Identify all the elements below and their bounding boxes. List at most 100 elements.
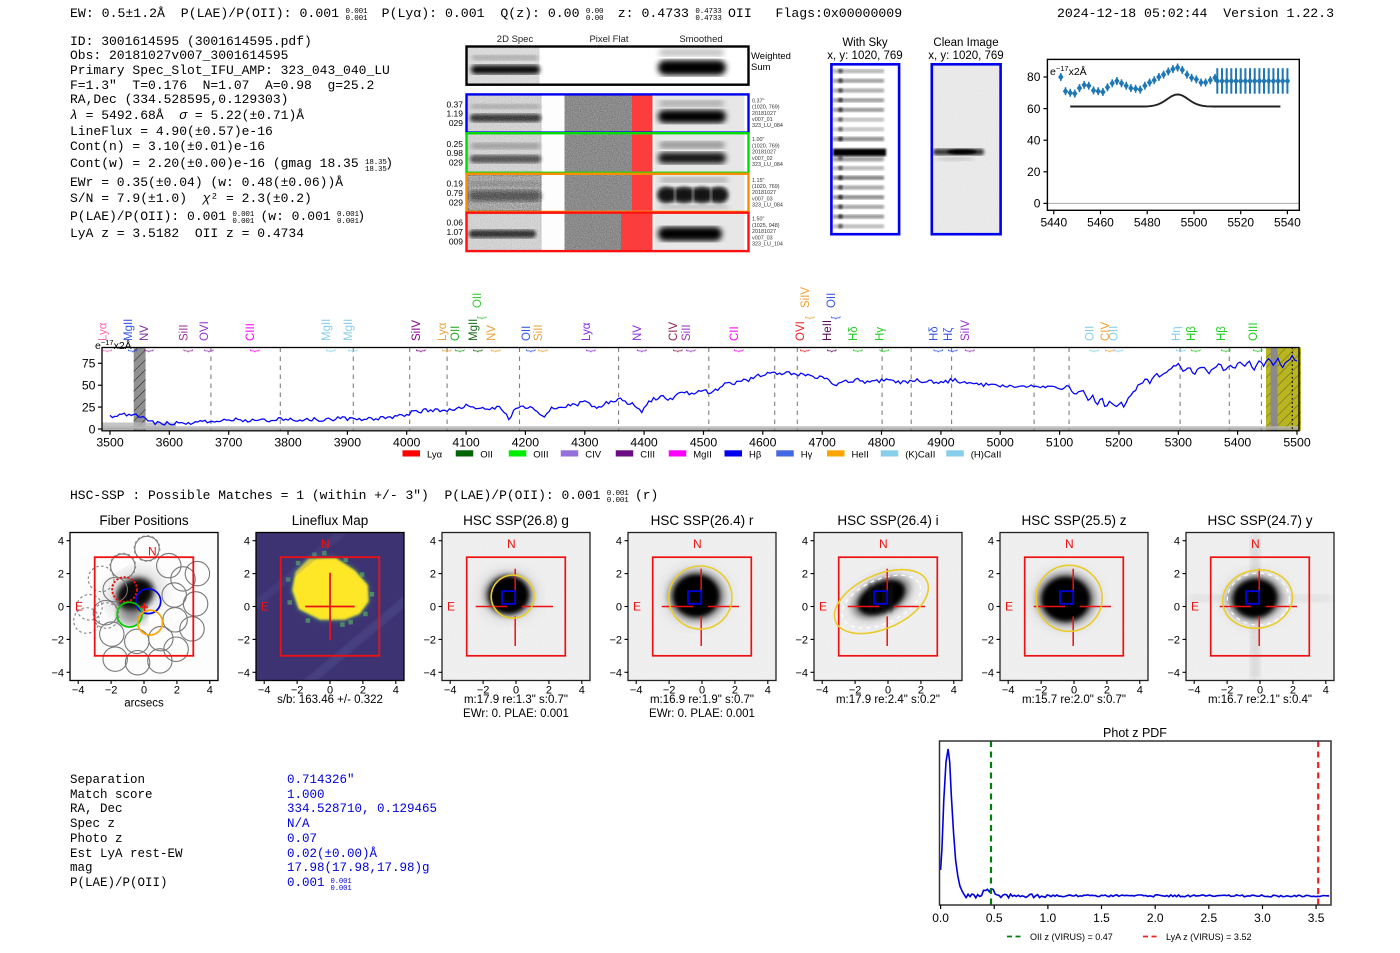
- svg-text:1.0: 1.0: [1040, 911, 1057, 925]
- svg-text:0: 0: [89, 422, 96, 436]
- svg-text:{: {: [805, 316, 816, 320]
- svg-text:OIII: OIII: [533, 449, 548, 460]
- svg-text:SiII: SiII: [681, 324, 693, 341]
- svg-text:4: 4: [579, 685, 585, 697]
- svg-text:5100: 5100: [1046, 435, 1074, 449]
- svg-text:v007_01: v007_01: [752, 117, 773, 123]
- svg-text:{: {: [526, 349, 537, 353]
- svg-text:{: {: [827, 349, 838, 353]
- svg-text:x, y: 1020, 769: x, y: 1020, 769: [827, 50, 902, 62]
- svg-text:CIII: CIII: [245, 323, 257, 341]
- svg-text:OIII: OIII: [1248, 322, 1260, 341]
- svg-text:3500: 3500: [96, 435, 124, 449]
- svg-text:1.07: 1.07: [446, 227, 463, 237]
- svg-text:−2: −2: [1035, 685, 1048, 697]
- svg-text:−4: −4: [423, 667, 436, 679]
- svg-text:2: 2: [1174, 569, 1180, 581]
- svg-text:OVI: OVI: [795, 321, 807, 341]
- svg-text:1.00": 1.00": [752, 137, 764, 143]
- svg-text:{: {: [1113, 349, 1124, 353]
- svg-text:0: 0: [141, 685, 147, 697]
- svg-text:{: {: [637, 349, 648, 353]
- svg-text:1.50": 1.50": [752, 217, 764, 223]
- svg-text:OII: OII: [826, 293, 838, 308]
- svg-text:{: {: [1221, 349, 1232, 353]
- svg-text:−4: −4: [444, 685, 457, 697]
- svg-text:20181027: 20181027: [752, 111, 776, 117]
- svg-text:Hη: Hη: [1171, 326, 1183, 341]
- svg-text:Hβ: Hβ: [1216, 326, 1228, 341]
- svg-text:4: 4: [430, 536, 436, 548]
- svg-text:(1020, 769): (1020, 769): [752, 105, 780, 111]
- svg-text:2: 2: [918, 685, 924, 697]
- svg-text:0.5: 0.5: [986, 911, 1003, 925]
- svg-text:{: {: [538, 349, 549, 353]
- svg-text:4700: 4700: [809, 435, 837, 449]
- svg-text:N: N: [693, 537, 702, 551]
- svg-text:N: N: [1065, 537, 1074, 551]
- svg-text:{: {: [672, 349, 683, 353]
- svg-text:5000: 5000: [987, 435, 1015, 449]
- svg-text:25: 25: [82, 400, 96, 414]
- svg-text:029: 029: [449, 157, 463, 167]
- svg-text:4200: 4200: [512, 435, 540, 449]
- svg-text:m:17.9 re:1.3" s:0.7": m:17.9 re:1.3" s:0.7": [464, 694, 568, 706]
- svg-text:0: 0: [699, 685, 705, 697]
- svg-text:{: {: [1190, 349, 1201, 353]
- svg-text:{: {: [964, 349, 975, 353]
- svg-text:{: {: [1104, 349, 1115, 353]
- svg-text:{: {: [1089, 349, 1100, 353]
- svg-text:0: 0: [58, 602, 64, 614]
- svg-text:N: N: [879, 537, 888, 551]
- svg-text:N: N: [1251, 537, 1260, 551]
- svg-text:CII: CII: [729, 326, 741, 341]
- svg-text:EWr: 0. PLAE: 0.001: EWr: 0. PLAE: 0.001: [649, 708, 755, 720]
- svg-text:(H)CaII: (H)CaII: [971, 449, 1002, 460]
- svg-text:{: {: [415, 349, 426, 353]
- svg-text:HSC SSP(26.8) g: HSC SSP(26.8) g: [463, 513, 569, 528]
- svg-text:Lyα: Lyα: [437, 322, 449, 341]
- svg-text:4600: 4600: [749, 435, 777, 449]
- svg-text:0.98: 0.98: [446, 148, 463, 158]
- svg-text:−2: −2: [609, 634, 622, 646]
- svg-text:E: E: [447, 600, 455, 614]
- svg-text:−2: −2: [849, 685, 862, 697]
- svg-text:5440: 5440: [1040, 215, 1067, 229]
- svg-text:{: {: [491, 349, 502, 353]
- svg-text:2.0: 2.0: [1147, 911, 1164, 925]
- svg-text:0: 0: [1034, 197, 1041, 211]
- svg-text:Fiber Positions: Fiber Positions: [99, 513, 189, 528]
- svg-text:MgII: MgII: [321, 319, 333, 341]
- svg-text:4900: 4900: [927, 435, 955, 449]
- svg-text:−2: −2: [795, 634, 808, 646]
- svg-text:029: 029: [449, 197, 463, 207]
- svg-text:{: {: [831, 316, 842, 320]
- svg-text:{: {: [441, 349, 452, 353]
- svg-text:4300: 4300: [571, 435, 599, 449]
- svg-text:4000: 4000: [393, 435, 421, 449]
- svg-text:HSC SSP(24.7) y: HSC SSP(24.7) y: [1207, 513, 1312, 528]
- svg-text:HSC SSP(26.4) i: HSC SSP(26.4) i: [837, 513, 938, 528]
- svg-text:{: {: [1176, 349, 1187, 353]
- svg-text:−2: −2: [105, 685, 118, 697]
- svg-text:Hβ: Hβ: [749, 449, 762, 460]
- svg-text:OII: OII: [472, 293, 484, 308]
- svg-text:5300: 5300: [1165, 435, 1193, 449]
- svg-text:{: {: [326, 349, 337, 353]
- svg-text:−4: −4: [1167, 667, 1180, 679]
- svg-text:3.5: 3.5: [1308, 911, 1325, 925]
- svg-text:SiIV: SiIV: [411, 320, 423, 341]
- svg-text:{: {: [102, 349, 113, 353]
- svg-text:−2: −2: [423, 634, 436, 646]
- svg-text:N: N: [321, 537, 330, 551]
- svg-text:20: 20: [1027, 165, 1041, 179]
- svg-text:{: {: [476, 316, 487, 320]
- svg-text:Lineflux Map: Lineflux Map: [292, 513, 369, 528]
- svg-text:60: 60: [1027, 102, 1041, 116]
- svg-text:0.37: 0.37: [446, 99, 463, 109]
- svg-text:5400: 5400: [1224, 435, 1252, 449]
- svg-text:{: {: [733, 349, 744, 353]
- svg-text:5480: 5480: [1134, 215, 1161, 229]
- svg-text:SiII: SiII: [533, 324, 545, 341]
- svg-text:(1025, 948): (1025, 948): [752, 223, 780, 229]
